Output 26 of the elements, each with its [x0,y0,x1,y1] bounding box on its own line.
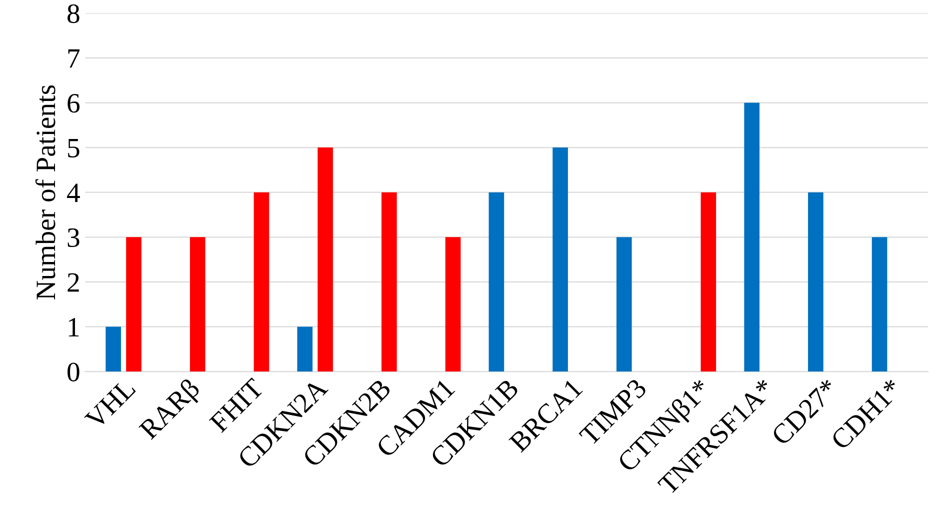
bar [872,237,888,372]
y-tick-label: 0 [68,362,80,382]
y-tick-label: 8 [68,4,80,24]
y-tick-label: 1 [68,318,79,336]
bar [190,237,206,372]
bar [700,192,716,372]
y-tick-label: 2 [68,273,79,292]
bar [808,192,824,372]
bar [445,237,461,372]
bar [254,192,270,372]
y-tick-label: 4 [67,184,80,202]
y-tick-label: 5 [68,139,80,158]
bar [488,192,504,372]
bar [552,148,568,372]
bar [382,192,397,372]
bar [744,102,760,372]
y-axis-title: Number of Patients [35,85,56,300]
bar [126,237,142,372]
x-tick-label: VHL [84,378,136,430]
bar [106,326,121,372]
bar [616,237,632,372]
bar [318,148,333,372]
y-tick-label: 3 [68,228,80,248]
y-tick-label: 7 [68,49,80,68]
y-tick-label: 6 [68,94,80,113]
bar [297,326,313,372]
